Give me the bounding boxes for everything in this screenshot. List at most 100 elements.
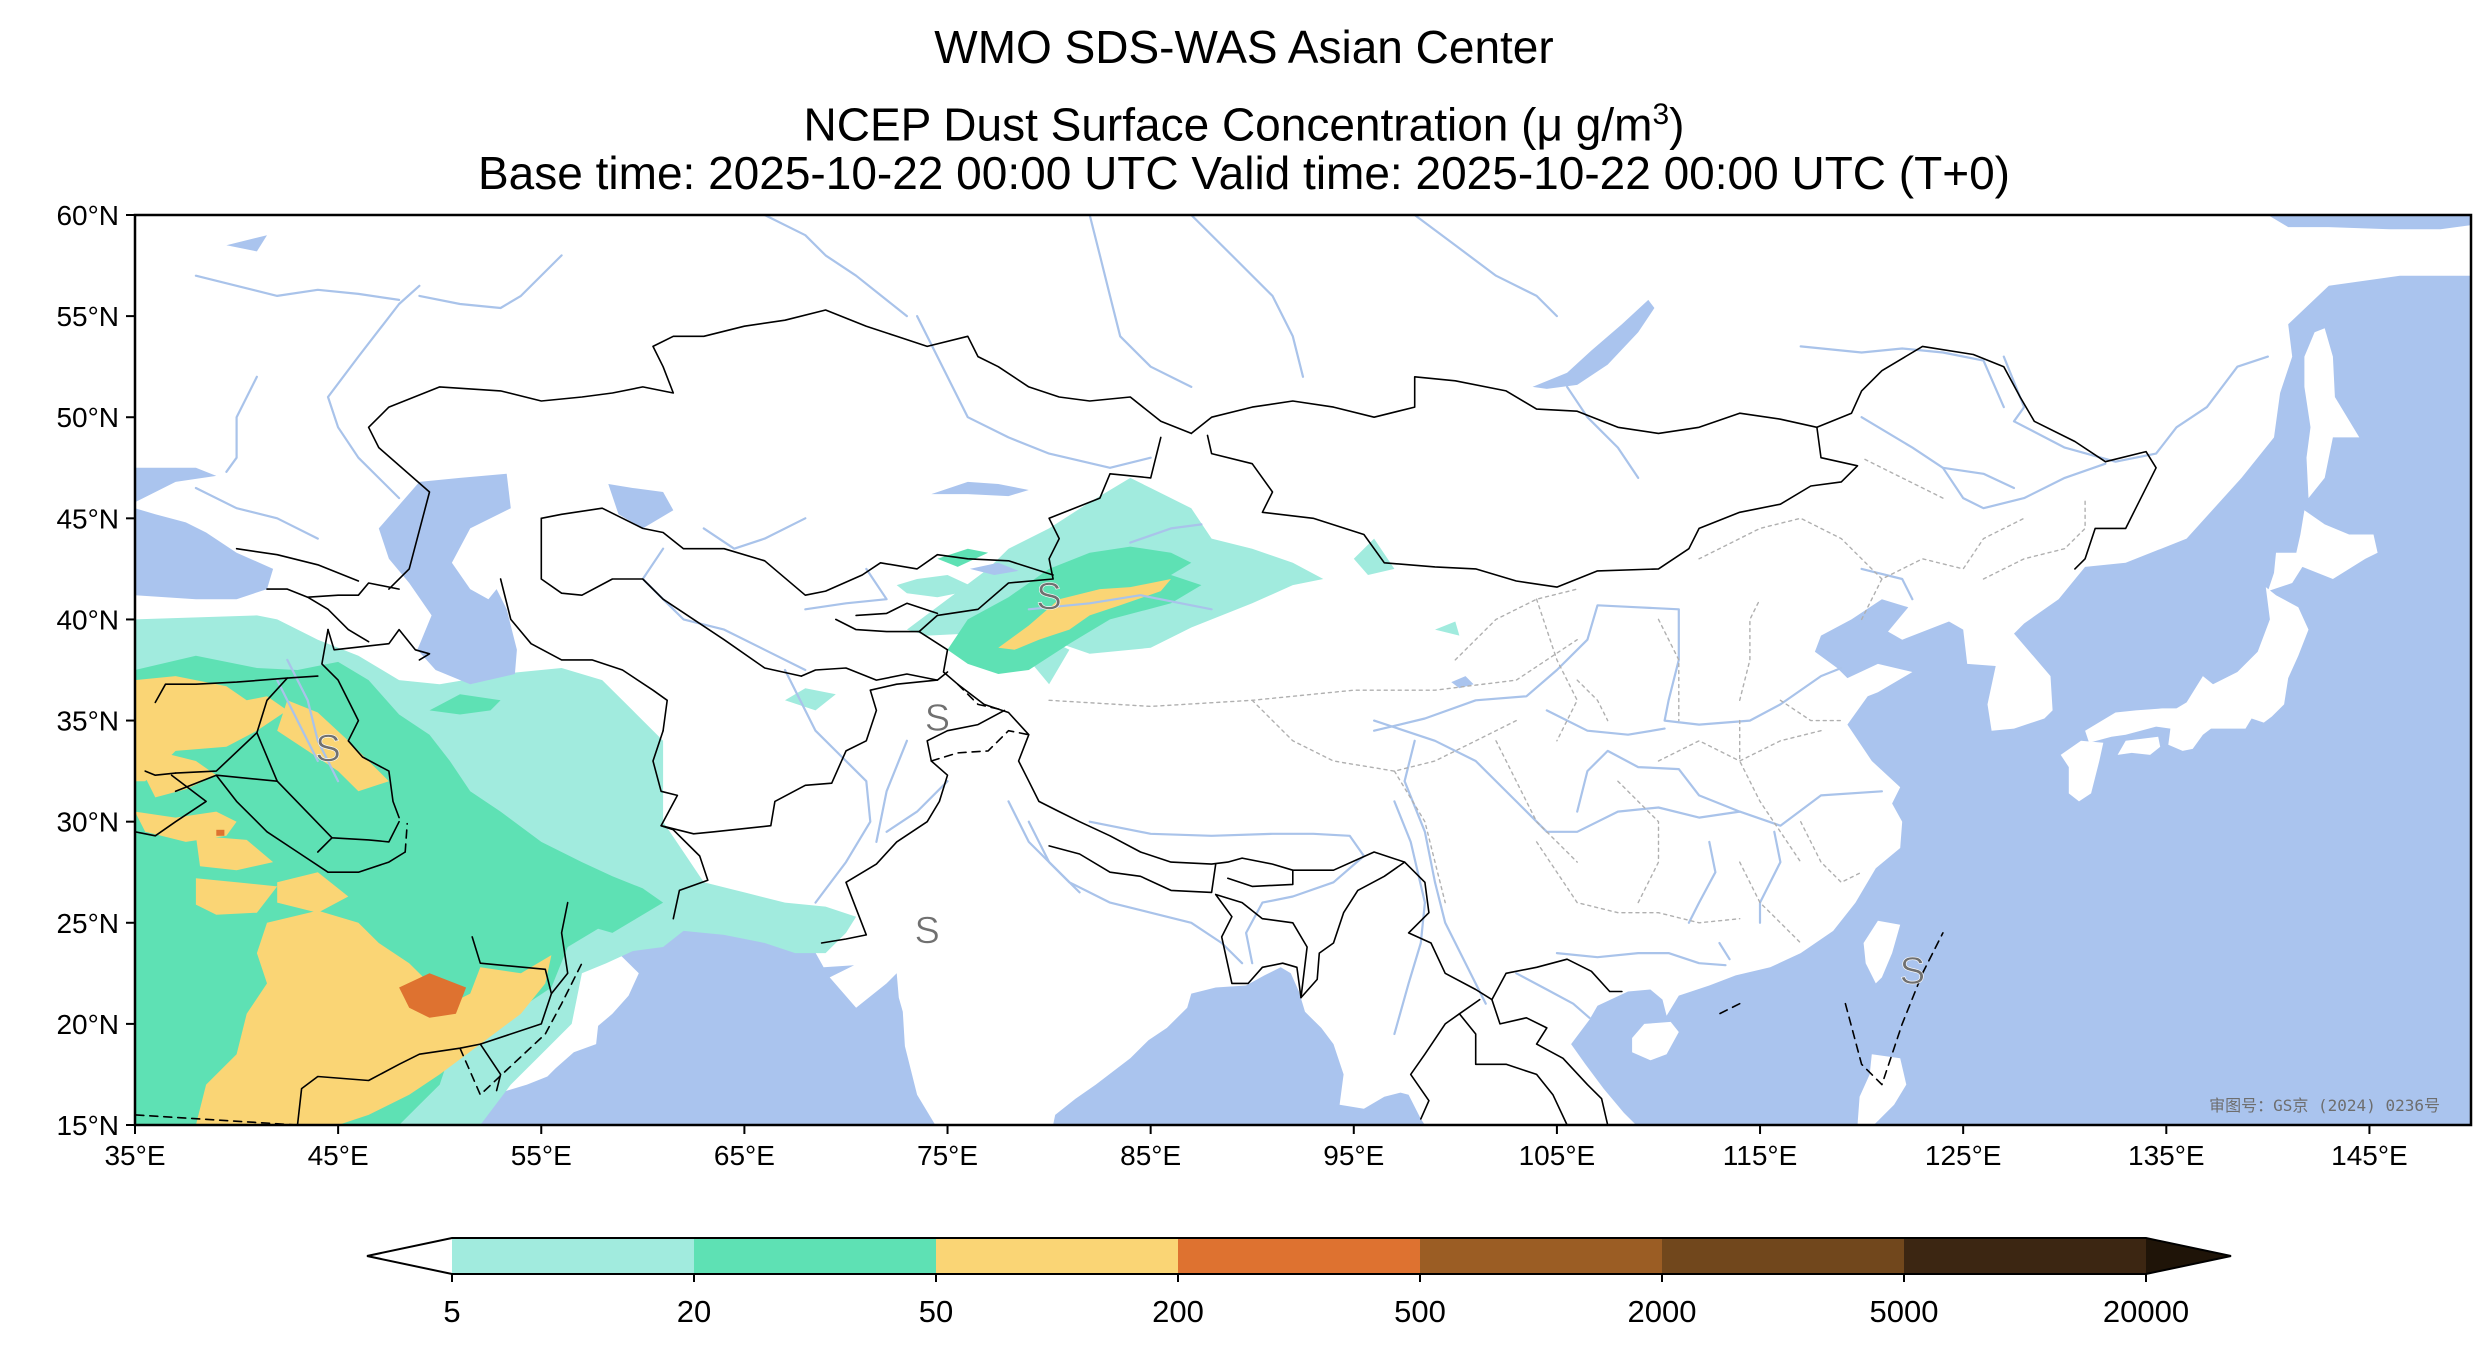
river xyxy=(418,254,563,310)
lat-tick-label: 60°N xyxy=(56,200,119,231)
dust-region-level-3 xyxy=(277,872,349,913)
river xyxy=(276,679,319,763)
storm-marker: S xyxy=(315,728,340,770)
province-boundary xyxy=(1495,740,1578,863)
country-border xyxy=(499,578,668,732)
country-border xyxy=(144,770,177,776)
lon-tick-label: 75°E xyxy=(917,1140,978,1171)
province-boundary xyxy=(1576,679,1609,722)
country-border xyxy=(918,436,1623,1001)
colorbar-over-arrow xyxy=(2146,1238,2231,1274)
river xyxy=(1027,594,1213,611)
river xyxy=(702,517,807,550)
subtitle-unit: μ g/m xyxy=(1536,98,1653,151)
river xyxy=(2002,355,2269,463)
province-boundary xyxy=(1779,699,1842,722)
river xyxy=(783,668,872,904)
river xyxy=(1515,972,1591,1019)
river xyxy=(1576,749,1741,813)
river xyxy=(1758,830,1782,924)
chart-time-info: Base time: 2025-10-22 00:00 UTC Valid ti… xyxy=(478,147,2010,199)
disputed-border xyxy=(1844,932,1944,1086)
country-border xyxy=(820,709,1006,944)
dust-region-level-3 xyxy=(135,811,237,842)
lat-tick-label: 25°N xyxy=(56,908,119,939)
river xyxy=(1373,604,1843,732)
province-boundary xyxy=(1860,457,1944,499)
lon-tick-label: 125°E xyxy=(1925,1140,2002,1171)
lat-tick-label: 45°N xyxy=(56,503,119,534)
country-border xyxy=(174,731,278,793)
river xyxy=(1555,952,1727,967)
lon-tick-label: 85°E xyxy=(1120,1140,1181,1171)
lon-tick-label: 95°E xyxy=(1323,1140,1384,1171)
river xyxy=(1027,820,1081,894)
country-border xyxy=(835,618,920,633)
lon-tick-label: 135°E xyxy=(2128,1140,2205,1171)
dust-region-level-4 xyxy=(216,829,225,836)
colorbar-segment xyxy=(1178,1238,1421,1274)
lon-tick-label: 45°E xyxy=(308,1140,369,1171)
country-border xyxy=(306,596,370,643)
river xyxy=(194,274,401,301)
lon-tick-label: 115°E xyxy=(1723,1140,1798,1171)
river xyxy=(326,284,421,500)
dust-region-level-3 xyxy=(135,676,288,782)
disputed-border xyxy=(1718,1002,1741,1015)
chart-subtitle: NCEP Dust Surface Concentration (μ g/m3) xyxy=(0,88,2488,151)
country-border-layer xyxy=(135,309,2157,1125)
country-border xyxy=(550,901,569,995)
colorbar-tick-label: 20000 xyxy=(2103,1294,2189,1329)
river xyxy=(1566,385,1640,479)
country-border xyxy=(1300,861,1406,999)
black-sea xyxy=(135,508,274,600)
country-border xyxy=(321,628,400,819)
colorbar-tick-label: 20 xyxy=(677,1294,711,1329)
disputed-border xyxy=(930,729,1030,762)
province-boundary xyxy=(1860,517,2025,621)
lat-tick-label: 35°N xyxy=(56,706,119,737)
country-border xyxy=(215,774,406,873)
honshu-island xyxy=(2085,587,2309,751)
lat-tick-label: 40°N xyxy=(56,604,119,635)
disputed-border xyxy=(459,962,583,1096)
sakhalin-island xyxy=(2304,328,2360,499)
aral-sea xyxy=(608,484,674,529)
province-boundary xyxy=(1800,821,1863,883)
dust-layer xyxy=(135,477,1460,1125)
lat-tick-label: 15°N xyxy=(56,1110,119,1141)
river xyxy=(1088,215,1193,388)
colorbar-segment xyxy=(936,1238,1179,1274)
dust-region-level-1 xyxy=(1435,621,1460,636)
axis-layer: 35°E 45°E 55°E 65°E 75°E 85°E 95°E 105°E 115°E 12… xyxy=(56,200,2407,1171)
country-border xyxy=(1206,426,1859,588)
lon-tick-label: 55°E xyxy=(511,1140,572,1171)
country-border xyxy=(652,679,939,835)
dust-region-level-3 xyxy=(195,878,278,915)
colorbar-segment xyxy=(1662,1238,1905,1274)
river xyxy=(1545,709,1666,736)
dust-region-level-3 xyxy=(195,835,274,871)
storm-marker: S xyxy=(915,910,940,952)
storm-marker: S xyxy=(1036,576,1061,618)
province-boundary xyxy=(1393,770,1446,904)
lat-tick-label: 55°N xyxy=(56,301,119,332)
province-boundary-layer xyxy=(1048,457,2086,944)
river xyxy=(194,486,319,540)
dust-region-level-3 xyxy=(145,750,217,798)
province-boundary xyxy=(1698,517,1883,580)
river xyxy=(286,658,340,783)
country-border xyxy=(1048,845,1217,894)
colorbar-under-arrow xyxy=(367,1238,452,1274)
lake-issyk-kul xyxy=(969,562,1019,575)
river xyxy=(804,567,888,611)
dust-region-level-2 xyxy=(429,694,501,715)
river xyxy=(875,739,908,843)
lon-tick-label: 65°E xyxy=(714,1140,775,1171)
river xyxy=(1190,215,1305,378)
river xyxy=(1941,466,2016,490)
river xyxy=(1413,215,1558,318)
country-border xyxy=(855,602,939,617)
lon-tick-label: 105°E xyxy=(1519,1140,1596,1171)
